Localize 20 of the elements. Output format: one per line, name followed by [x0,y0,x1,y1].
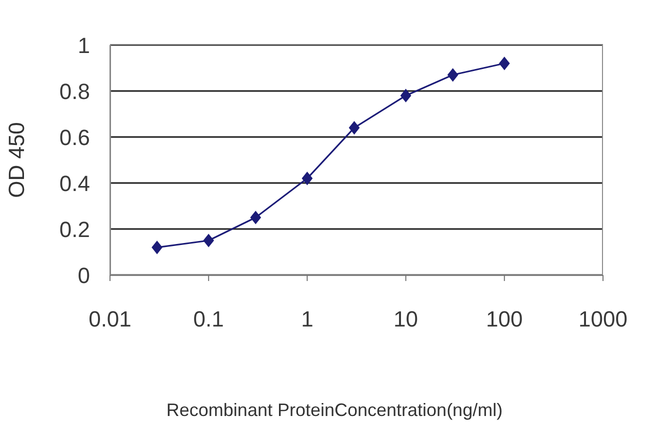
point [348,121,360,134]
x-tick-label: 1000 [578,306,628,332]
x-tick-label: 100 [486,306,523,332]
point [152,240,162,254]
point [499,56,510,70]
y-tick-label: 0.2 [59,216,90,242]
point [302,172,312,185]
x-tick-label: 0.1 [193,306,224,332]
point [400,89,412,102]
y-tick-label: 1 [78,32,90,58]
x-tick-label: 1 [301,306,314,332]
point [250,211,261,224]
x-tick-label: 0.01 [88,306,132,332]
y-tick-label: 0.4 [59,170,90,196]
y-tick-label: 0.6 [59,124,90,150]
x-axis-title: Recombinant ProteinConcentration(ng/ml) [166,400,503,420]
y-tick-label: 0.8 [59,78,90,104]
y-tick-label: 0 [78,262,90,288]
x-tick-label: 10 [394,306,418,332]
y-axis-title: OD 450 [4,122,29,198]
